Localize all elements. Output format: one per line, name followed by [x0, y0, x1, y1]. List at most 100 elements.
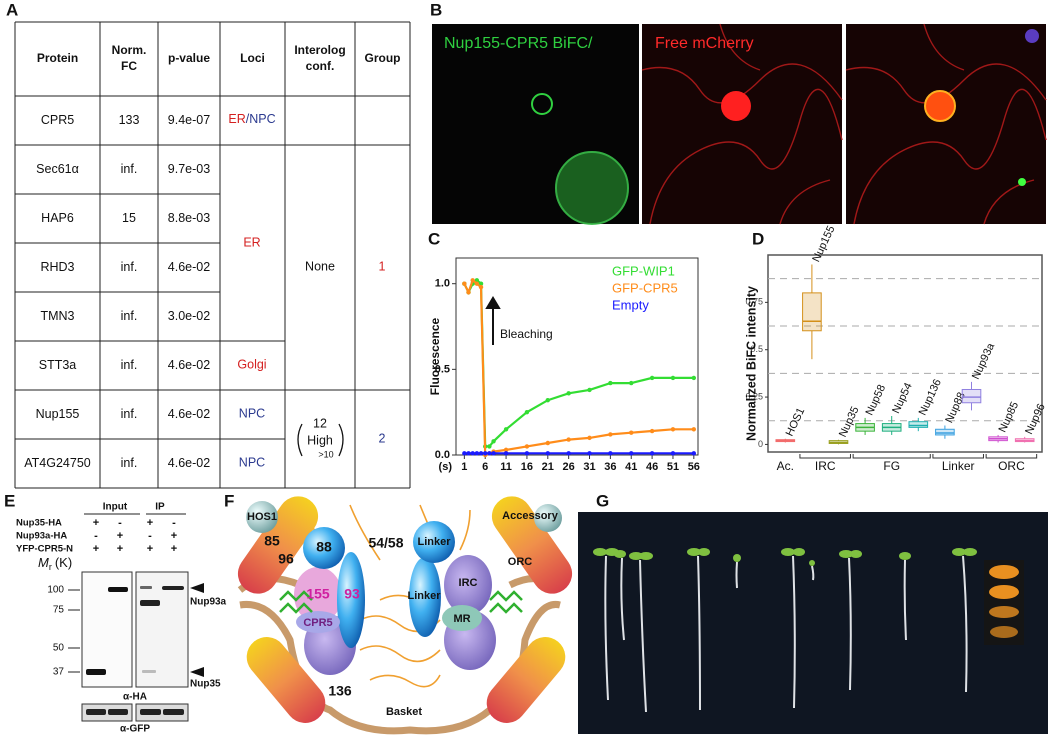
series-point	[670, 451, 676, 456]
series-point	[478, 284, 484, 290]
group-label: ORC	[998, 459, 1025, 473]
series-point	[670, 375, 676, 381]
series-point	[629, 380, 634, 386]
diagram-label: HOS1	[247, 511, 277, 523]
table-cell: inf.	[121, 456, 138, 470]
cotyledon	[899, 552, 911, 560]
group-bracket	[985, 454, 1038, 459]
ladder-label: 100	[47, 585, 64, 596]
image-label: Nup155-CPR5 BiFC/	[444, 35, 593, 52]
group-cell: 2	[379, 431, 386, 445]
blot-frame	[135, 703, 189, 722]
sign: +	[171, 543, 177, 555]
header-cell: Norm.	[112, 43, 147, 57]
sign: -	[148, 530, 152, 542]
root	[604, 555, 968, 713]
series-point	[466, 290, 471, 295]
inset-seed	[990, 626, 1018, 638]
series-point	[478, 451, 484, 456]
interolog-level: High	[307, 433, 333, 447]
group-bracket	[932, 454, 984, 459]
table-cell: RHD3	[40, 260, 74, 274]
x-tick-label: 21	[542, 461, 554, 473]
panel-label: D	[752, 229, 764, 248]
cotyledon	[781, 548, 795, 556]
x-tick-label: 51	[667, 461, 679, 473]
band	[162, 586, 184, 590]
ladder: 100 75 50 37	[47, 585, 80, 678]
x-tick-label: 26	[563, 461, 575, 473]
annotation-arrow	[485, 296, 501, 345]
cylinder	[246, 637, 326, 723]
series-point	[629, 451, 634, 456]
y-tick-label: 0.25	[745, 391, 763, 401]
panel-label: E	[4, 491, 15, 510]
panel-label: F	[224, 491, 234, 510]
cylinder	[486, 637, 566, 723]
root	[811, 565, 815, 581]
cell-blob	[555, 151, 629, 225]
legend-entry: GFP-WIP1	[612, 263, 675, 278]
group-label: IRC	[815, 459, 836, 473]
legend-entry: Empty	[612, 297, 649, 312]
band	[140, 600, 160, 606]
loci-er: ER	[228, 112, 245, 126]
diagram-label: 155	[306, 586, 330, 602]
subunit	[534, 504, 562, 532]
mr-sub: r	[49, 562, 52, 572]
diagram-label: 136	[328, 683, 352, 699]
x-tick-label: 1	[461, 461, 467, 473]
series-point	[462, 281, 467, 286]
root	[639, 559, 647, 713]
series-point	[649, 375, 655, 381]
series-point	[491, 451, 496, 456]
nucleus	[924, 90, 956, 122]
series-point	[608, 380, 613, 386]
subunit	[444, 555, 492, 615]
header-cell: p-value	[168, 51, 210, 65]
mr-unit: (K)	[55, 555, 72, 570]
series-point	[474, 451, 480, 456]
table-cell: AT4G24750	[24, 456, 91, 470]
blot-header: IP	[155, 502, 165, 513]
loci-cell: NPC	[239, 455, 265, 469]
table: ER/NPC ER Golgi NPC NPC None 12 High >10…	[14, 21, 411, 489]
sign: +	[171, 530, 177, 542]
x-tick-label: 31	[583, 461, 595, 473]
loci-cell: Golgi	[237, 357, 266, 371]
series-point	[524, 451, 530, 456]
band-label: Nup35	[190, 679, 221, 690]
x-tick-label: 46	[646, 461, 658, 473]
row-label: Nup35-HA	[16, 518, 62, 529]
loci-cell: ER/NPC	[228, 112, 275, 126]
series-point	[503, 447, 509, 453]
diagram-label: MR	[453, 613, 470, 625]
table-cell: inf.	[121, 407, 138, 421]
cell-outline	[719, 23, 761, 71]
nucleus	[721, 91, 751, 121]
series-point	[462, 451, 467, 456]
y-tick-label: 1.0	[435, 278, 450, 290]
group-cell: 1	[379, 259, 386, 273]
interolog-count: 12	[313, 416, 327, 430]
loci-npc: /NPC	[246, 112, 276, 126]
table-cell: STT3a	[39, 358, 77, 372]
cylinder	[237, 496, 319, 594]
series-point	[587, 387, 592, 393]
group-label: Linker	[942, 459, 975, 473]
table-cell: 4.6e-02	[168, 260, 210, 274]
x-unit: (s)	[439, 461, 453, 473]
antibody-label: α-HA	[123, 692, 147, 703]
photo	[578, 512, 1048, 734]
series-point	[524, 444, 530, 449]
series-point	[491, 439, 496, 444]
y-axis-label: Fluorescence	[428, 317, 442, 395]
root	[962, 555, 968, 693]
series-point	[670, 427, 676, 432]
cotyledon	[614, 550, 626, 558]
cotyledon	[593, 548, 977, 566]
subunit	[246, 501, 278, 533]
table-cell: CPR5	[41, 113, 74, 127]
table-cell: 9.4e-07	[168, 113, 210, 127]
